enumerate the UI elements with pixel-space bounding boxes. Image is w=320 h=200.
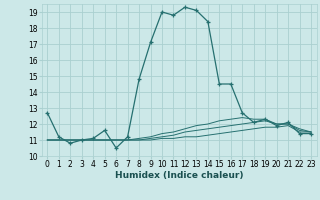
- X-axis label: Humidex (Indice chaleur): Humidex (Indice chaleur): [115, 171, 244, 180]
